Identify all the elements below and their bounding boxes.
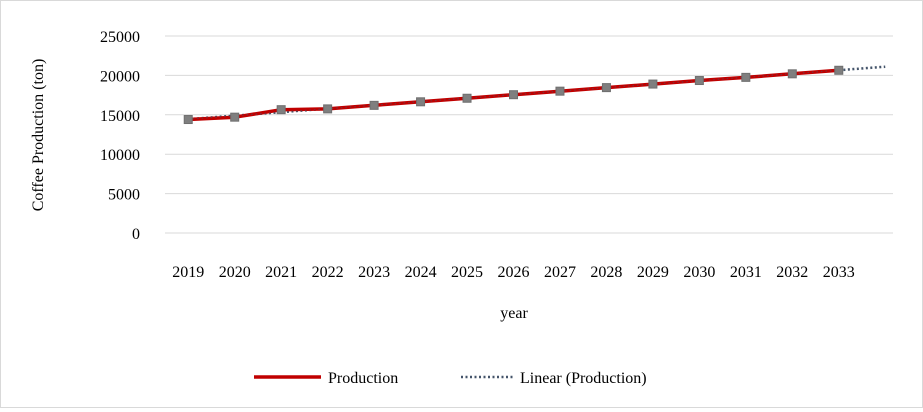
data-point-marker <box>509 90 518 100</box>
x-tick-label: 2030 <box>683 264 715 281</box>
data-point-marker <box>323 104 333 114</box>
x-tick-label: 2019 <box>172 264 204 281</box>
data-point-marker <box>741 72 751 82</box>
y-tick-label: 0 <box>132 226 140 243</box>
data-point-marker <box>462 93 472 103</box>
x-tick-label: 2023 <box>358 264 390 281</box>
x-tick-label: 2031 <box>730 264 762 281</box>
y-tick-label: 20000 <box>100 68 140 85</box>
legend-label-trendline: Linear (Production) <box>520 370 647 387</box>
data-point-marker <box>276 105 286 115</box>
x-tick-label: 2032 <box>776 264 808 281</box>
y-axis-title: Coffee Production (ton) <box>30 59 47 212</box>
y-tick-label: 25000 <box>100 29 140 46</box>
x-tick-label: 2033 <box>823 264 855 281</box>
data-point-marker <box>601 83 611 93</box>
x-tick-label: 2027 <box>544 264 576 281</box>
data-point-marker <box>416 97 426 107</box>
x-tick-label: 2021 <box>265 264 297 281</box>
y-axis-tick-labels: 0 5000 10000 15000 20000 25000 <box>100 29 140 243</box>
data-point-marker <box>787 69 797 79</box>
x-tick-label: 2028 <box>590 264 622 281</box>
y-tick-label: 15000 <box>100 108 140 125</box>
legend: Production Linear (Production) <box>254 370 647 387</box>
data-point-marker <box>648 79 658 89</box>
data-point-marker <box>183 115 193 125</box>
x-tick-label: 2025 <box>451 264 483 281</box>
data-point-marker <box>834 65 844 75</box>
data-point-marker <box>230 112 240 122</box>
y-tick-label: 10000 <box>100 147 140 164</box>
x-axis-tick-labels: 2019 2020 2021 2022 2023 2024 2025 2026 2027 2028… <box>172 264 855 281</box>
x-tick-label: 2024 <box>405 264 437 281</box>
y-tick-label: 5000 <box>108 187 140 204</box>
plot-area <box>183 65 886 125</box>
x-tick-label: 2029 <box>637 264 669 281</box>
x-tick-label: 2026 <box>498 264 530 281</box>
data-point-marker <box>694 76 704 86</box>
x-tick-label: 2022 <box>312 264 344 281</box>
gridlines <box>165 35 893 195</box>
legend-label-production: Production <box>328 370 398 387</box>
trendline-overlay <box>188 69 839 120</box>
data-point-marker <box>555 86 565 96</box>
x-tick-label: 2020 <box>219 264 251 281</box>
data-point-marker <box>369 100 379 110</box>
x-axis-title: year <box>500 305 528 322</box>
